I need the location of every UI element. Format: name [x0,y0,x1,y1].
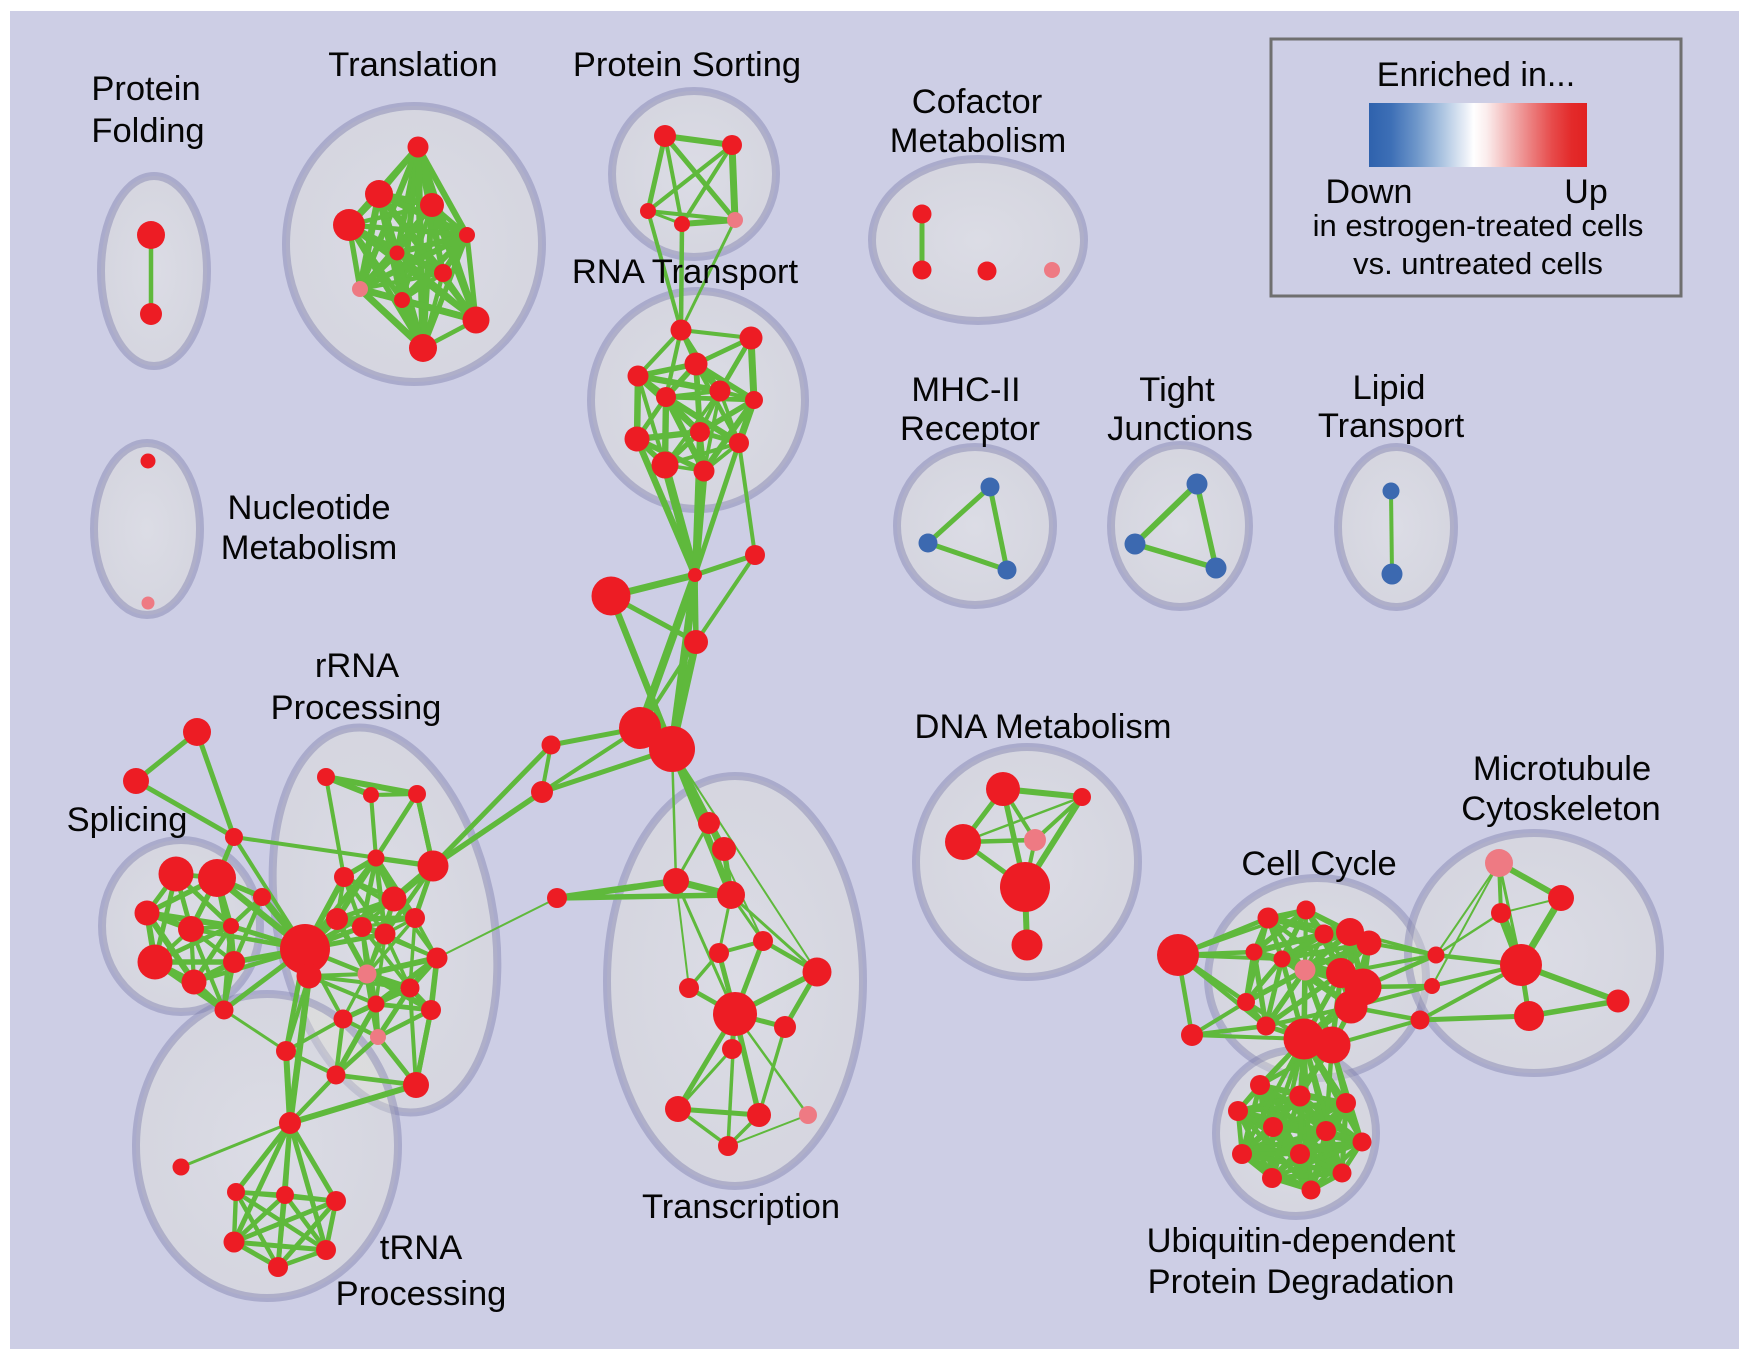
svg-text:Microtubule: Microtubule [1473,750,1651,788]
svg-text:Tight: Tight [1139,371,1215,409]
svg-text:Down: Down [1326,173,1413,211]
svg-text:Nucleotide: Nucleotide [227,489,390,527]
svg-text:Metabolism: Metabolism [221,529,397,567]
svg-text:Processing: Processing [336,1275,507,1313]
svg-text:Receptor: Receptor [900,410,1040,448]
svg-text:RNA Transport: RNA Transport [572,253,799,291]
svg-text:Transport: Transport [1318,407,1465,445]
svg-text:Cofactor: Cofactor [912,83,1042,121]
svg-text:vs. untreated cells: vs. untreated cells [1353,246,1603,281]
svg-text:Processing: Processing [271,689,442,727]
svg-text:Transcription: Transcription [642,1188,840,1226]
svg-text:tRNA: tRNA [380,1229,462,1267]
svg-text:in estrogen-treated cells: in estrogen-treated cells [1313,208,1644,243]
svg-text:Protein Sorting: Protein Sorting [573,46,801,84]
svg-text:Translation: Translation [328,46,497,84]
svg-text:MHC-II: MHC-II [911,371,1020,409]
svg-text:Junctions: Junctions [1107,410,1253,448]
svg-text:Protein Degradation: Protein Degradation [1148,1263,1455,1301]
svg-text:Folding: Folding [91,112,204,150]
svg-text:Cell Cycle: Cell Cycle [1241,845,1396,883]
svg-text:Metabolism: Metabolism [890,122,1066,160]
svg-text:DNA Metabolism: DNA Metabolism [915,708,1172,746]
svg-text:rRNA: rRNA [315,647,399,685]
svg-text:Up: Up [1564,173,1607,211]
svg-text:Protein: Protein [91,70,200,108]
svg-text:Lipid: Lipid [1353,369,1426,407]
svg-text:Enriched in...: Enriched in... [1377,56,1575,94]
svg-text:Cytoskeleton: Cytoskeleton [1461,790,1660,828]
svg-text:Ubiquitin-dependent: Ubiquitin-dependent [1147,1222,1456,1260]
svg-text:Splicing: Splicing [67,801,188,839]
